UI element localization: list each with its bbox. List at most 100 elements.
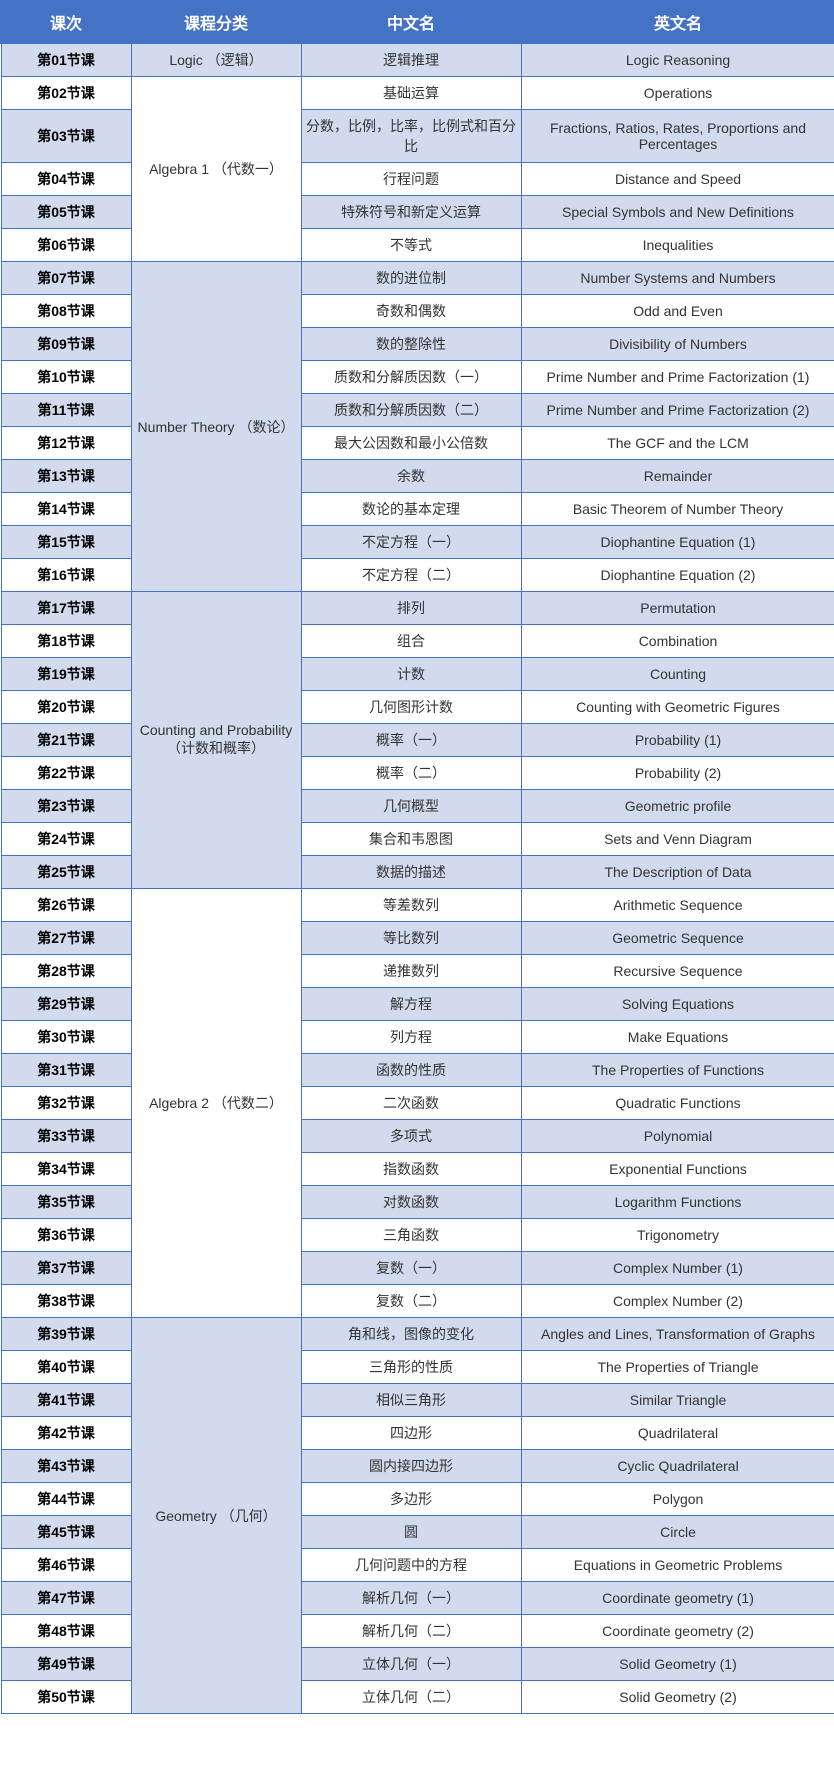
table-row: 第28节课递推数列Recursive Sequence [1,955,834,988]
en-cell: Equations in Geometric Problems [521,1549,834,1582]
en-cell: Make Equations [521,1021,834,1054]
lesson-cell: 第30节课 [1,1021,131,1054]
en-cell: Remainder [521,460,834,493]
category-cell: Algebra 2 （代数二） [131,889,301,1318]
table-row: 第22节课概率（二）Probability (2) [1,757,834,790]
cn-cell: 几何概型 [301,790,521,823]
cn-cell: 奇数和偶数 [301,295,521,328]
table-row: 第24节课集合和韦恩图Sets and Venn Diagram [1,823,834,856]
table-row: 第39节课Geometry （几何）角和线，图像的变化Angles and Li… [1,1318,834,1351]
en-cell: Cyclic Quadrilateral [521,1450,834,1483]
cn-cell: 复数（二） [301,1285,521,1318]
cn-cell: 数的整除性 [301,328,521,361]
lesson-cell: 第06节课 [1,229,131,262]
lesson-cell: 第43节课 [1,1450,131,1483]
table-row: 第14节课数论的基本定理Basic Theorem of Number Theo… [1,493,834,526]
lesson-cell: 第46节课 [1,1549,131,1582]
en-cell: Permutation [521,592,834,625]
cn-cell: 分数，比例，比率，比例式和百分比 [301,110,521,163]
table-row: 第29节课解方程Solving Equations [1,988,834,1021]
category-cell: Logic （逻辑） [131,43,301,77]
en-cell: Circle [521,1516,834,1549]
table-row: 第33节课多项式Polynomial [1,1120,834,1153]
cn-cell: 余数 [301,460,521,493]
lesson-cell: 第25节课 [1,856,131,889]
en-cell: Inequalities [521,229,834,262]
lesson-cell: 第27节课 [1,922,131,955]
lesson-cell: 第34节课 [1,1153,131,1186]
table-row: 第49节课立体几何（一）Solid Geometry (1) [1,1648,834,1681]
table-row: 第46节课几何问题中的方程Equations in Geometric Prob… [1,1549,834,1582]
table-row: 第01节课Logic （逻辑）逻辑推理Logic Reasoning [1,43,834,77]
lesson-cell: 第35节课 [1,1186,131,1219]
en-cell: Odd and Even [521,295,834,328]
cn-cell: 函数的性质 [301,1054,521,1087]
lesson-cell: 第45节课 [1,1516,131,1549]
lesson-cell: 第22节课 [1,757,131,790]
en-cell: Quadratic Functions [521,1087,834,1120]
lesson-cell: 第19节课 [1,658,131,691]
table-row: 第04节课行程问题Distance and Speed [1,163,834,196]
en-cell: The Properties of Triangle [521,1351,834,1384]
cn-cell: 等差数列 [301,889,521,922]
cn-cell: 不等式 [301,229,521,262]
table-row: 第21节课概率（一）Probability (1) [1,724,834,757]
cn-cell: 特殊符号和新定义运算 [301,196,521,229]
en-cell: Geometric Sequence [521,922,834,955]
table-row: 第42节课四边形Quadrilateral [1,1417,834,1450]
cn-cell: 对数函数 [301,1186,521,1219]
table-row: 第38节课复数（二）Complex Number (2) [1,1285,834,1318]
table-row: 第31节课函数的性质The Properties of Functions [1,1054,834,1087]
lesson-cell: 第21节课 [1,724,131,757]
table-row: 第06节课 不等式Inequalities [1,229,834,262]
en-cell: Number Systems and Numbers [521,262,834,295]
en-cell: Recursive Sequence [521,955,834,988]
cn-cell: 集合和韦恩图 [301,823,521,856]
en-cell: Coordinate geometry (2) [521,1615,834,1648]
cn-cell: 不定方程（二） [301,559,521,592]
cn-cell: 组合 [301,625,521,658]
cn-cell: 几何图形计数 [301,691,521,724]
table-row: 第30节课列方程Make Equations [1,1021,834,1054]
lesson-cell: 第41节课 [1,1384,131,1417]
lesson-cell: 第12节课 [1,427,131,460]
lesson-cell: 第17节课 [1,592,131,625]
cn-cell: 数据的描述 [301,856,521,889]
en-cell: Geometric profile [521,790,834,823]
lesson-cell: 第50节课 [1,1681,131,1714]
course-table: 课次 课程分类 中文名 英文名 第01节课Logic （逻辑）逻辑推理Logic… [0,0,834,1714]
en-cell: Solid Geometry (1) [521,1648,834,1681]
lesson-cell: 第11节课 [1,394,131,427]
lesson-cell: 第09节课 [1,328,131,361]
table-row: 第23节课 几何概型Geometric profile [1,790,834,823]
lesson-cell: 第14节课 [1,493,131,526]
cn-cell: 多项式 [301,1120,521,1153]
category-cell: Algebra 1 （代数一） [131,77,301,262]
en-cell: The Properties of Functions [521,1054,834,1087]
table-row: 第10节课质数和分解质因数（一）Prime Number and Prime F… [1,361,834,394]
en-cell: Arithmetic Sequence [521,889,834,922]
cn-cell: 质数和分解质因数（一） [301,361,521,394]
category-cell: Number Theory （数论） [131,262,301,592]
table-row: 第27节课等比数列Geometric Sequence [1,922,834,955]
header-lesson: 课次 [1,1,131,43]
lesson-cell: 第23节课 [1,790,131,823]
table-row: 第15节课不定方程（一）Diophantine Equation (1) [1,526,834,559]
lesson-cell: 第24节课 [1,823,131,856]
en-cell: Probability (1) [521,724,834,757]
lesson-cell: 第01节课 [1,43,131,77]
table-row: 第26节课Algebra 2 （代数二）等差数列Arithmetic Seque… [1,889,834,922]
lesson-cell: 第28节课 [1,955,131,988]
en-cell: Special Symbols and New Definitions [521,196,834,229]
cn-cell: 圆 [301,1516,521,1549]
table-row: 第13节课余数Remainder [1,460,834,493]
cn-cell: 数论的基本定理 [301,493,521,526]
header-row: 课次 课程分类 中文名 英文名 [1,1,834,43]
table-row: 第40节课三角形的性质The Properties of Triangle [1,1351,834,1384]
en-cell: Prime Number and Prime Factorization (2) [521,394,834,427]
table-row: 第11节课质数和分解质因数（二）Prime Number and Prime F… [1,394,834,427]
lesson-cell: 第16节课 [1,559,131,592]
lesson-cell: 第04节课 [1,163,131,196]
table-row: 第50节课立体几何（二）Solid Geometry (2) [1,1681,834,1714]
en-cell: Logarithm Functions [521,1186,834,1219]
